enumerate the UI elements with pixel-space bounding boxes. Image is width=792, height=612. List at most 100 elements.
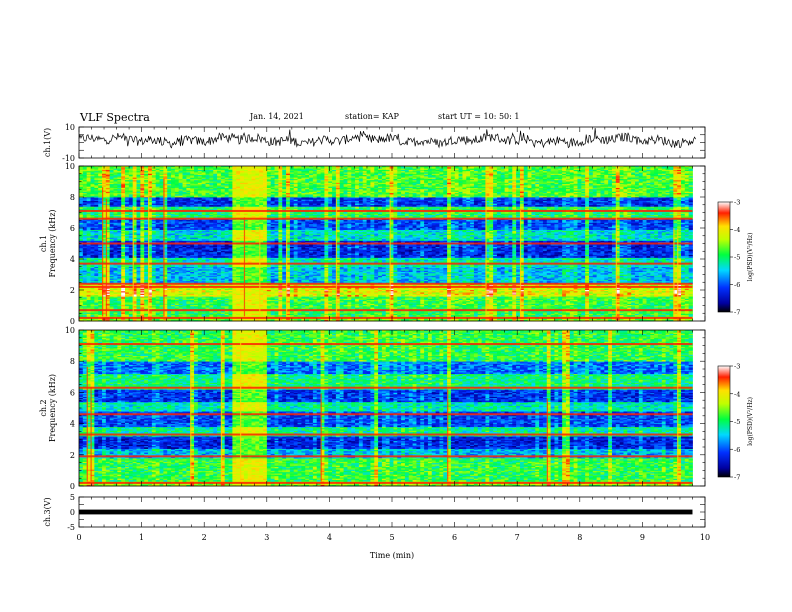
ch1-spectrogram-cell [393, 307, 398, 310]
ch1-spectrogram-cell [186, 315, 191, 317]
ch1-spectrogram-cell [381, 294, 387, 297]
ch1-spectrogram-cell [297, 296, 302, 298]
ch1-spectrogram-cell [98, 311, 103, 313]
ch1-spectrogram-cell [565, 298, 571, 301]
ch1-spectrogram-cell [500, 302, 505, 305]
ch1-spectrogram-cell [155, 294, 160, 297]
ch1-spectrogram-cell [335, 303, 341, 306]
ch1-spectrogram-cell [646, 301, 651, 303]
ch1-spectrogram-cell [98, 305, 103, 307]
ch1-spectrogram-cell [508, 298, 513, 301]
ch1-spectrogram-cell [439, 299, 444, 302]
ch1-spectrogram-cell [309, 307, 314, 310]
ch1-spectrogram-cell [378, 294, 383, 297]
ch1-spectrogram-cell [243, 298, 249, 301]
ch1-spectrogram-cell [121, 303, 126, 306]
ch1-spectrogram-cell [615, 306, 621, 308]
ch1-spectrogram-cell [581, 307, 586, 310]
ch1-spectrogram-cell [416, 302, 421, 305]
ch1-spectrogram-cell [247, 301, 252, 303]
ch1-spectrogram-cell [247, 307, 252, 310]
ch1-spectrogram-cell [416, 311, 421, 313]
ch1-spectrogram-cell [654, 307, 659, 310]
ch1-spectrogram-cell [623, 301, 628, 303]
ch1-spectrogram-cell [381, 296, 387, 298]
ch1-spectrogram-cell [473, 312, 479, 315]
ch1-spectrogram-cell [374, 297, 379, 300]
ch1-spectrogram-cell [393, 318, 398, 321]
ch1-spectrogram-cell [669, 306, 674, 308]
ch1-spectrogram-cell [98, 313, 103, 316]
ch1-spectrogram-cell [458, 318, 463, 321]
ch1-spectrogram-cell [332, 307, 337, 310]
ch1-spectrogram-cell [393, 301, 398, 303]
ch1-spectrogram-cell [470, 312, 475, 315]
ch1-spectrogram-cell [585, 311, 590, 313]
ch1-spectrogram-cell [439, 294, 444, 297]
ch1-spectrogram-cell [657, 298, 663, 301]
ch1-spectrogram-cell [90, 302, 95, 305]
ch1-spectrogram-cell [596, 294, 601, 297]
ch1-spectrogram-cell [443, 303, 448, 306]
ch1-spectrogram-cell [523, 306, 528, 308]
ch1-spectrogram-cell [684, 306, 690, 308]
ch1-spectrogram-cell [684, 311, 690, 313]
ch1-spectrogram-cell [90, 294, 95, 297]
ch1-spectrogram-cell [217, 297, 222, 300]
ch1-spectrogram-cell [155, 303, 160, 306]
ch1-spectrogram-cell [539, 305, 544, 307]
ch1-spectrogram-cell [247, 297, 252, 300]
ch1-spectrogram-cell [220, 303, 226, 306]
ch1-spectrogram-cell [105, 313, 111, 316]
ch1-spectrogram-cell [255, 318, 260, 321]
ch1-spectrogram-cell [148, 306, 153, 308]
ch1-spectrogram-cell [121, 299, 126, 302]
ch1-spectrogram-cell [638, 297, 644, 300]
ch1-spectrogram-cell [167, 313, 172, 316]
ch1-spectrogram-cell [412, 306, 417, 308]
ch1-spectrogram-cell [370, 318, 375, 321]
ch1-spectrogram-cell [128, 311, 134, 313]
ch1-spectrogram-cell [90, 306, 95, 308]
ch1-spectrogram-cell [79, 297, 84, 300]
ch1-spectrogram-cell [688, 299, 693, 302]
ch1-spectrogram-cell [443, 307, 448, 310]
ch1-spectrogram-cell [565, 303, 571, 306]
ch1-spectrogram-cell [466, 301, 471, 303]
ch1-spectrogram-cell [504, 312, 509, 315]
ch1-spectrogram-cell [370, 302, 375, 305]
ch1-spectrogram-cell [305, 315, 310, 317]
ch1-spectrogram-cell [631, 311, 636, 313]
ch1-spectrogram-cell [347, 298, 352, 301]
ch1-spectrogram-cell [680, 303, 686, 306]
ch1-spectrogram-cell [397, 312, 402, 315]
ch1-spectrogram-cell [312, 307, 318, 310]
ch1-spectrogram-cell [489, 302, 494, 305]
ch1-spectrogram-cell [220, 299, 226, 302]
ch1-spectrogram-cell [489, 294, 494, 297]
ch1-spectrogram-cell [401, 296, 406, 298]
ch1-spectrogram-cell [385, 297, 390, 300]
ch1-spectrogram-cell [389, 305, 394, 307]
ch1-spectrogram-cell [205, 303, 210, 306]
ch1-spectrogram-cell [565, 297, 571, 300]
ch1-spectrogram-cell [263, 302, 268, 305]
ch1-spectrogram-cell [144, 315, 149, 317]
ch1-spectrogram-cell [109, 307, 114, 310]
ch1-spectrogram-cell [266, 301, 272, 303]
ch1-spectrogram-cell [178, 296, 183, 298]
ch1-spectrogram-cell [496, 318, 502, 321]
ch1-spectrogram-cell [194, 299, 199, 302]
ch1-spectrogram-cell [305, 302, 310, 305]
ch1-spectrogram-cell [213, 303, 218, 306]
ch1-spectrogram-cell [347, 311, 352, 313]
ch1-spectrogram-cell [447, 298, 452, 301]
ch1-spectrogram-cell [274, 315, 279, 317]
ch1-spectrogram-cell [182, 301, 187, 303]
ch1-spectrogram-cell [673, 299, 678, 302]
ch1-spectrogram-cell [458, 306, 463, 308]
ch1-spectrogram-cell [558, 296, 563, 298]
ch1-spectrogram-cell [194, 298, 199, 301]
ch1-spectrogram-cell [355, 315, 360, 317]
ch1-spectrogram-cell [447, 302, 452, 305]
